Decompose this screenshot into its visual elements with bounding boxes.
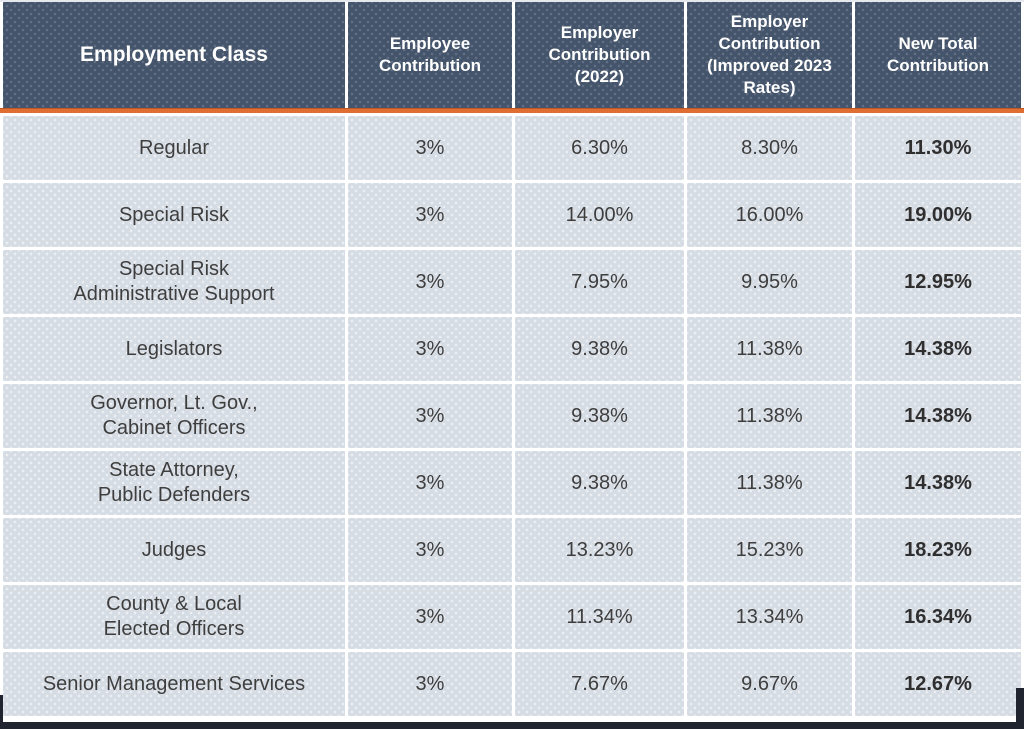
table-header-row: Employment Class Employee Contribution E… — [0, 2, 1024, 108]
column-header-employee-contribution: Employee Contribution — [348, 2, 512, 108]
cell-employment-class: Regular — [3, 116, 345, 180]
table-row-judges: Judges 3% 13.23% 15.23% 18.23% — [0, 518, 1024, 582]
cell-employee-contribution: 3% — [348, 116, 512, 180]
table-row-governor-cabinet: Governor, Lt. Gov., Cabinet Officers 3% … — [0, 384, 1024, 448]
cell-employment-class: Special Risk — [3, 183, 345, 247]
cell-employer-contribution-2022: 11.34% — [515, 585, 684, 649]
cell-employer-contribution-2023: 11.38% — [687, 317, 852, 381]
cell-new-total-contribution: 14.38% — [855, 451, 1021, 515]
cell-employer-contribution-2022: 7.67% — [515, 652, 684, 716]
cell-employment-class: County & Local Elected Officers — [3, 585, 345, 649]
top-edge-strip — [0, 0, 1024, 2]
cell-employer-contribution-2023: 15.23% — [687, 518, 852, 582]
table-row-regular: Regular 3% 6.30% 8.30% 11.30% — [0, 116, 1024, 180]
cell-employer-contribution-2023: 9.67% — [687, 652, 852, 716]
cell-employer-contribution-2022: 9.38% — [515, 384, 684, 448]
cell-employer-contribution-2022: 6.30% — [515, 116, 684, 180]
table-body: Regular 3% 6.30% 8.30% 11.30% Special Ri… — [0, 113, 1024, 716]
table-row-county-local-elected: County & Local Elected Officers 3% 11.34… — [0, 585, 1024, 649]
cell-employer-contribution-2022: 9.38% — [515, 317, 684, 381]
cell-employment-class: Legislators — [3, 317, 345, 381]
cell-new-total-contribution: 14.38% — [855, 384, 1021, 448]
cell-employee-contribution: 3% — [348, 585, 512, 649]
cell-employer-contribution-2022: 7.95% — [515, 250, 684, 314]
cell-new-total-contribution: 12.67% — [855, 652, 1021, 716]
table-row-senior-management-services: Senior Management Services 3% 7.67% 9.67… — [0, 652, 1024, 716]
cell-new-total-contribution: 19.00% — [855, 183, 1021, 247]
table-row-special-risk: Special Risk 3% 14.00% 16.00% 19.00% — [0, 183, 1024, 247]
cell-employer-contribution-2022: 9.38% — [515, 451, 684, 515]
cell-new-total-contribution: 14.38% — [855, 317, 1021, 381]
cell-employer-contribution-2023: 16.00% — [687, 183, 852, 247]
cell-employee-contribution: 3% — [348, 317, 512, 381]
slide-edge-right — [1016, 688, 1024, 729]
cell-employer-contribution-2022: 14.00% — [515, 183, 684, 247]
slide-edge-bottom — [0, 722, 1024, 729]
cell-employee-contribution: 3% — [348, 652, 512, 716]
cell-employer-contribution-2022: 13.23% — [515, 518, 684, 582]
cell-employment-class: Special Risk Administrative Support — [3, 250, 345, 314]
cell-new-total-contribution: 18.23% — [855, 518, 1021, 582]
cell-employer-contribution-2023: 9.95% — [687, 250, 852, 314]
cell-employee-contribution: 3% — [348, 451, 512, 515]
table-row-special-risk-admin-support: Special Risk Administrative Support 3% 7… — [0, 250, 1024, 314]
cell-employment-class: Judges — [3, 518, 345, 582]
table-row-legislators: Legislators 3% 9.38% 11.38% 14.38% — [0, 317, 1024, 381]
column-header-employer-contribution-2022: Employer Contribution (2022) — [515, 2, 684, 108]
column-header-employer-contribution-2023: Employer Contribution (Improved 2023 Rat… — [687, 2, 852, 108]
slide-edge-left — [0, 695, 3, 729]
cell-new-total-contribution: 16.34% — [855, 585, 1021, 649]
table-row-state-attorney-public-defenders: State Attorney, Public Defenders 3% 9.38… — [0, 451, 1024, 515]
cell-employee-contribution: 3% — [348, 183, 512, 247]
column-header-new-total-contribution: New Total Contribution — [855, 2, 1021, 108]
cell-employer-contribution-2023: 11.38% — [687, 451, 852, 515]
cell-employment-class: Senior Management Services — [3, 652, 345, 716]
cell-employment-class: Governor, Lt. Gov., Cabinet Officers — [3, 384, 345, 448]
cell-employer-contribution-2023: 11.38% — [687, 384, 852, 448]
cell-new-total-contribution: 11.30% — [855, 116, 1021, 180]
cell-employer-contribution-2023: 8.30% — [687, 116, 852, 180]
cell-employer-contribution-2023: 13.34% — [687, 585, 852, 649]
cell-employee-contribution: 3% — [348, 384, 512, 448]
cell-new-total-contribution: 12.95% — [855, 250, 1021, 314]
cell-employment-class: State Attorney, Public Defenders — [3, 451, 345, 515]
accent-divider — [0, 108, 1024, 113]
cell-employee-contribution: 3% — [348, 250, 512, 314]
column-header-employment-class: Employment Class — [3, 2, 345, 108]
cell-employee-contribution: 3% — [348, 518, 512, 582]
